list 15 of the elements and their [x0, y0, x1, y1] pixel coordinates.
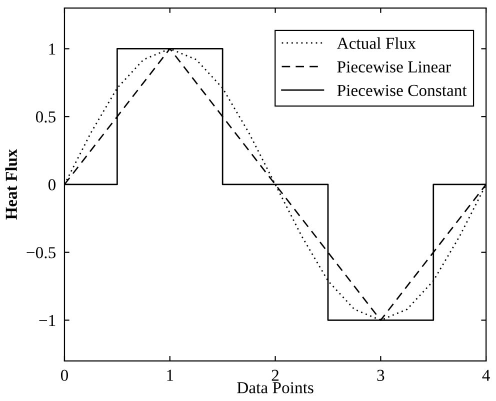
x-axis-title: Data Points [237, 382, 314, 394]
legend-label: Piecewise Linear [337, 61, 451, 73]
x-tick-label: 1 [167, 370, 174, 381]
x-tick-label: 2 [272, 370, 279, 381]
legend-label: Actual Flux [336, 37, 416, 49]
y-tick-label: 1 [49, 44, 56, 55]
x-tick-label: 4 [482, 370, 490, 381]
y-tick-label: −0.5 [26, 247, 56, 258]
y-tick-label: −1 [39, 314, 56, 326]
y-tick-label: 0.5 [36, 111, 56, 123]
x-tick-label: 3 [377, 370, 384, 381]
legend-label: Piecewise Constant [337, 84, 467, 96]
y-axis-title: Heat Flux [5, 149, 18, 220]
y-tick-label: 0 [48, 179, 56, 190]
x-tick-label: 0 [60, 370, 68, 381]
